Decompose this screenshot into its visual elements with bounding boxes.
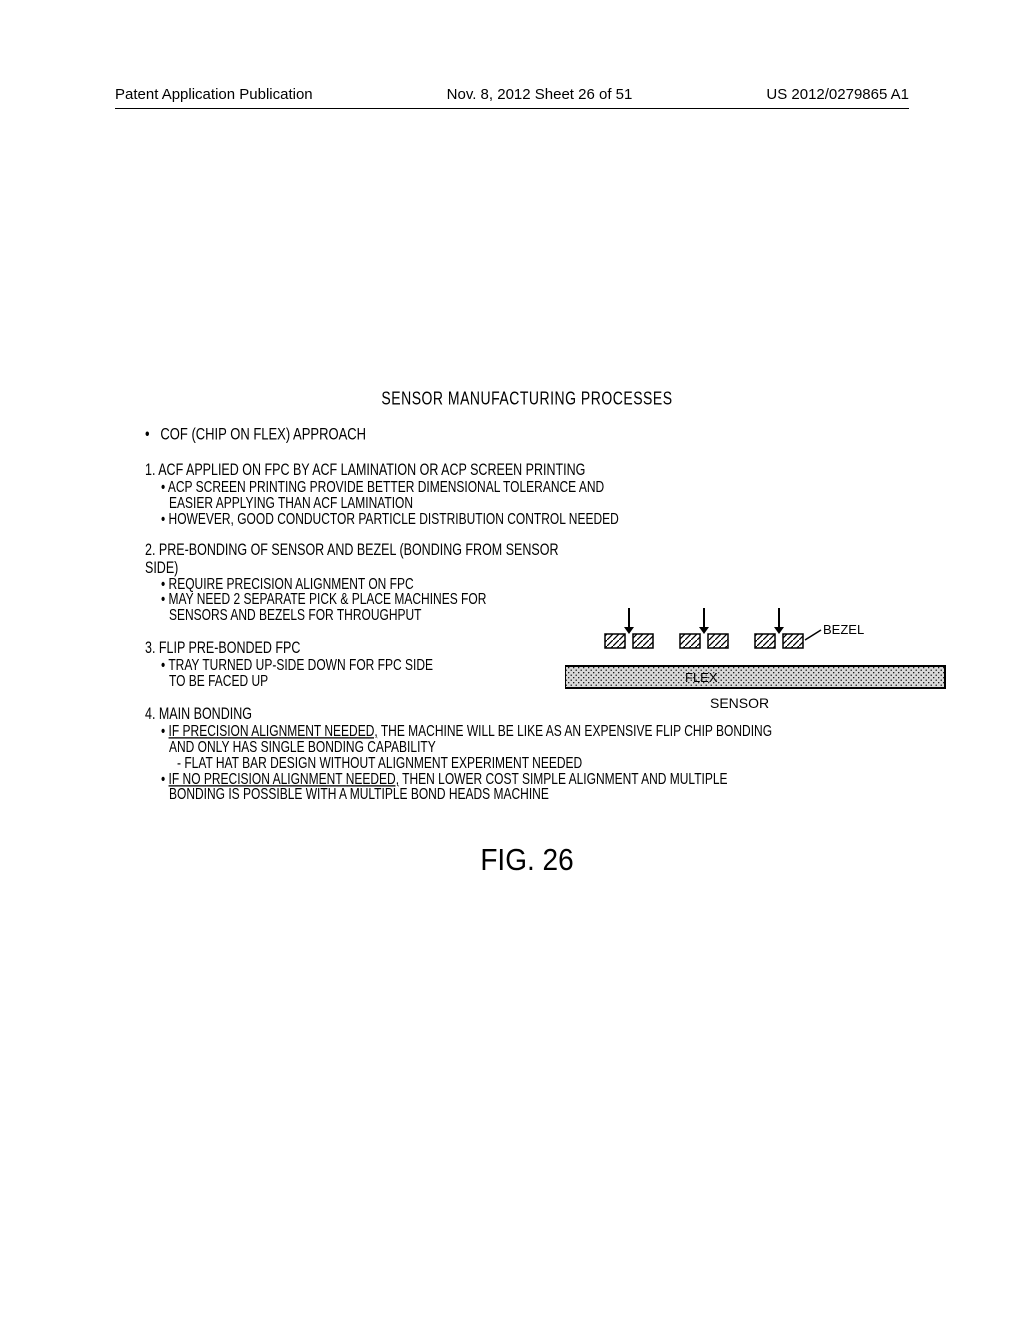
svg-text:SENSOR: SENSOR	[710, 695, 769, 711]
diagram-bezel-flex-sensor: BEZEL FLEX SENSOR	[565, 604, 985, 724]
header-rule	[115, 108, 909, 109]
s4-b1-post: THE MACHINE WILL BE LIKE AS AN EXPENSIVE…	[378, 722, 772, 740]
section-1: 1. ACF APPLIED ON FPC BY ACF LAMINATION …	[145, 463, 909, 527]
diagram-svg: BEZEL FLEX SENSOR	[565, 604, 985, 724]
figure-label: FIG. 26	[145, 843, 909, 878]
page-title: SENSOR MANUFACTURING PROCESSES	[145, 388, 909, 409]
section-3: 3. FLIP PRE-BONDED FPC • TRAY TURNED UP-…	[145, 641, 565, 689]
s4-b1-pre: •	[161, 722, 169, 740]
header-left: Patent Application Publication	[115, 86, 313, 103]
page-header: Patent Application Publication Nov. 8, 2…	[0, 86, 1024, 103]
main-bullet-text: COF (CHIP ON FLEX) APPROACH	[160, 424, 366, 444]
header-center: Nov. 8, 2012 Sheet 26 of 51	[447, 86, 633, 103]
svg-text:FLEX: FLEX	[685, 670, 718, 685]
section-2: 2. PRE-BONDING OF SENSOR AND BEZEL (BOND…	[145, 545, 565, 623]
page-content: SENSOR MANUFACTURING PROCESSES • COF (CH…	[145, 390, 909, 876]
s3-b1b: TO BE FACED UP	[145, 673, 565, 691]
main-bullet: • COF (CHIP ON FLEX) APPROACH	[145, 424, 909, 444]
s1-b2: • HOWEVER, GOOD CONDUCTOR PARTICLE DISTR…	[145, 511, 909, 529]
s2-b2b: SENSORS AND BEZELS FOR THROUGHPUT	[145, 607, 565, 625]
s4-b2-pre: •	[161, 769, 169, 787]
s3-head: 3. FLIP PRE-BONDED FPC	[145, 639, 565, 658]
header-right: US 2012/0279865 A1	[766, 86, 909, 103]
s2-head: 2. PRE-BONDING OF SENSOR AND BEZEL (BOND…	[145, 540, 565, 577]
s4-b2b: BONDING IS POSSIBLE WITH A MULTIPLE BOND…	[145, 786, 909, 804]
svg-text:BEZEL: BEZEL	[823, 622, 864, 637]
